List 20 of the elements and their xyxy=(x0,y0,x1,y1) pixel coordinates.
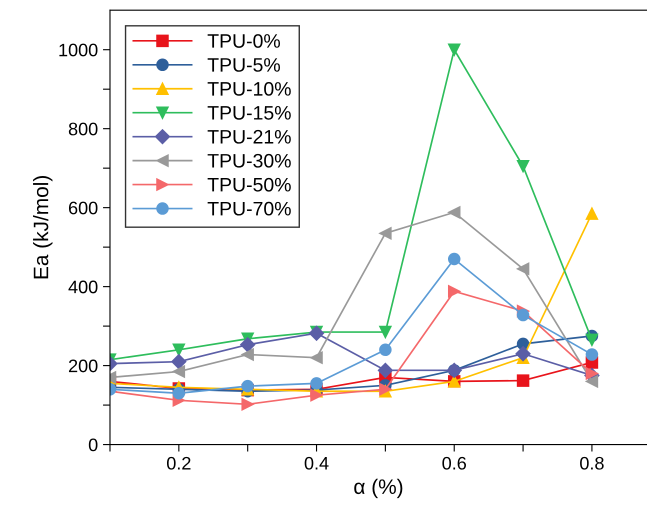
y-tick-label: 400 xyxy=(68,280,98,294)
x-tick-label: 0.6 xyxy=(442,456,466,470)
legend-label: TPU-30% xyxy=(208,154,291,168)
legend-label: TPU-15% xyxy=(208,106,291,120)
legend-label: TPU-5% xyxy=(208,58,280,72)
legend-label: TPU-10% xyxy=(208,82,291,96)
x-tick-label: 0.4 xyxy=(304,456,329,470)
y-tick-label: 0 xyxy=(88,438,98,452)
legend-label: TPU-50% xyxy=(208,178,291,192)
y-tick-label: 200 xyxy=(68,360,98,372)
y-axis-title: Ea (kJ/mol) xyxy=(33,176,52,278)
y-tick-label: 1000 xyxy=(59,44,98,56)
legend-label: TPU-70% xyxy=(208,202,291,216)
y-tick-label: 800 xyxy=(68,122,98,136)
x-axis-title: α (%) xyxy=(354,478,402,498)
legend-label: TPU-0% xyxy=(208,34,280,48)
legend-label: TPU-21% xyxy=(208,130,291,144)
x-tick-label: 0.8 xyxy=(580,456,604,470)
x-tick-label: 0.2 xyxy=(166,456,190,470)
y-tick-label: 600 xyxy=(68,202,98,214)
